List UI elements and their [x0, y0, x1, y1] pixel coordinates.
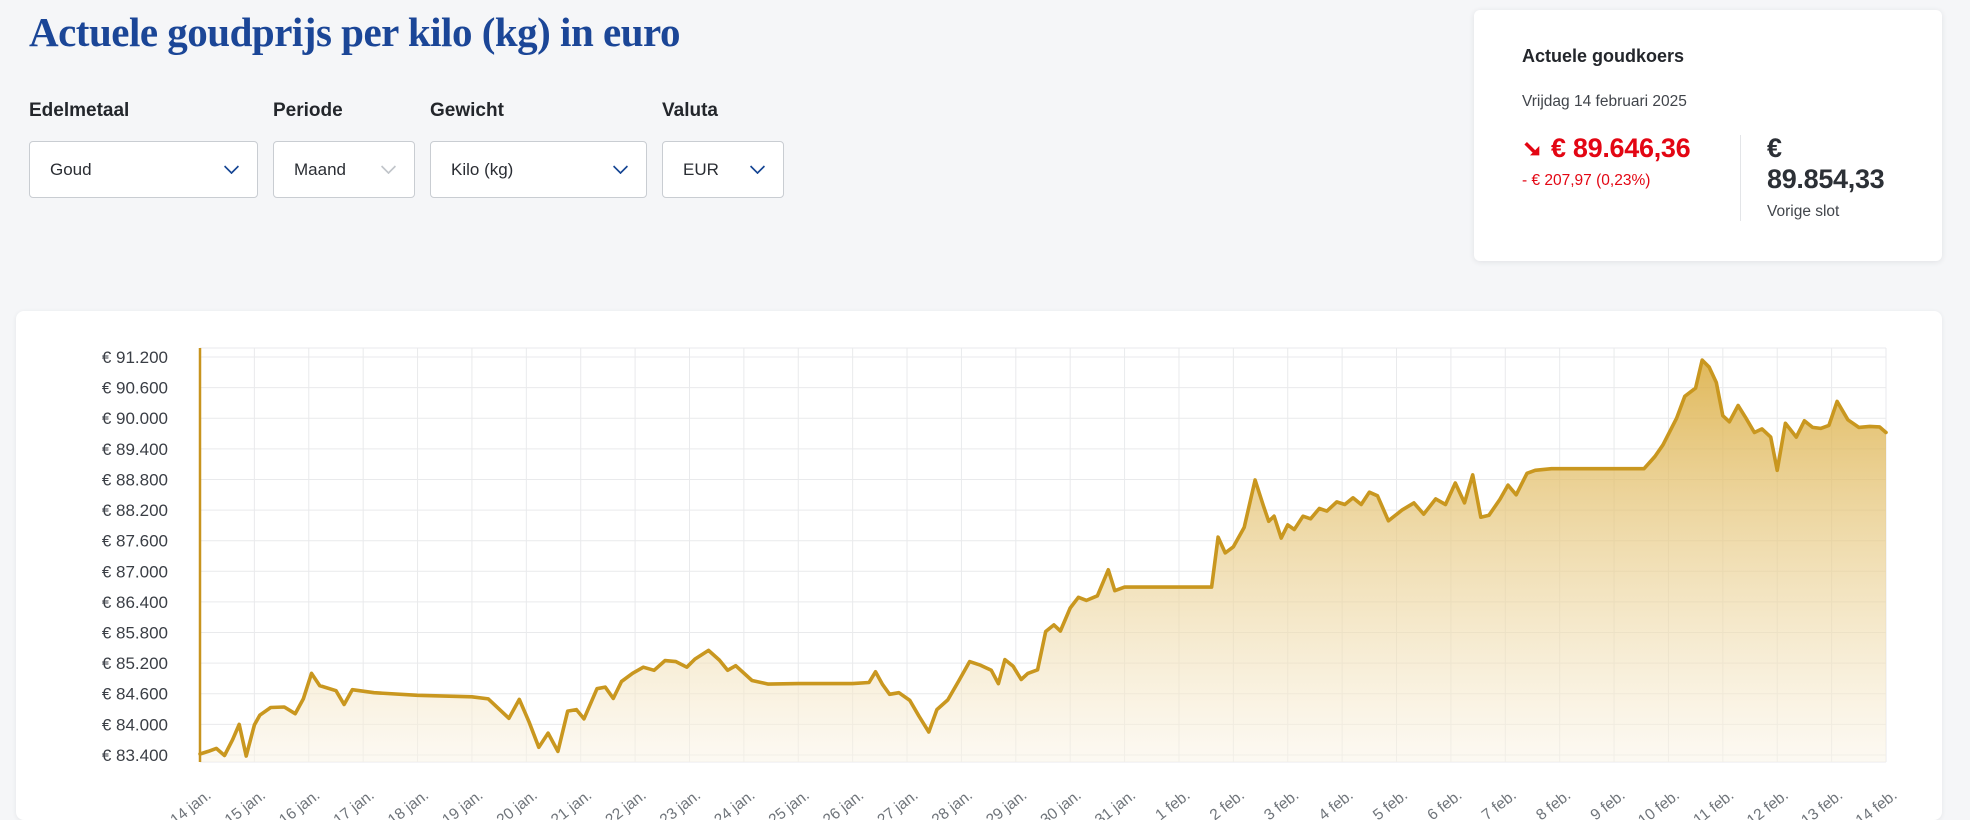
svg-text:22 jan.: 22 jan.	[602, 787, 649, 820]
filter-valuta: Valuta EUR	[662, 100, 784, 198]
current-price-block: € 89.646,36 - € 207,97 (0,23%)	[1522, 133, 1740, 221]
svg-text:21 jan.: 21 jan.	[548, 787, 595, 820]
svg-text:13 feb.: 13 feb.	[1798, 787, 1846, 820]
svg-text:14 feb.: 14 feb.	[1853, 787, 1901, 820]
gold-price-chart[interactable]: € 91.200 € 90.600 € 90.000 € 89.400 € 88.800…	[16, 311, 1942, 820]
divider	[1740, 135, 1741, 221]
valuta-value: EUR	[683, 159, 719, 179]
edelmetaal-select[interactable]: Goud	[29, 141, 258, 198]
valuta-select[interactable]: EUR	[662, 141, 784, 198]
edelmetaal-value: Goud	[50, 159, 92, 179]
svg-text:€ 89.400: € 89.400	[102, 440, 168, 459]
svg-text:26 jan.: 26 jan.	[820, 787, 867, 820]
x-axis-labels: 14 jan. 15 jan. 16 jan. 17 jan. 18 jan. 19 ja…	[167, 787, 1900, 820]
svg-text:1 feb.: 1 feb.	[1152, 787, 1193, 820]
svg-text:19 jan.: 19 jan.	[439, 787, 486, 820]
svg-text:11 feb.: 11 feb.	[1690, 787, 1737, 820]
svg-text:14 jan.: 14 jan.	[167, 787, 214, 820]
filter-periode: Periode Maand	[273, 100, 415, 198]
previous-price: € 89.854,33	[1766, 133, 1885, 194]
periode-value: Maand	[294, 159, 346, 179]
filter-bar: Edelmetaal Goud Periode Maand Gewicht Ki…	[29, 100, 784, 198]
filter-periode-label: Periode	[273, 100, 343, 121]
svg-text:€ 90.000: € 90.000	[102, 409, 168, 428]
filter-valuta-label: Valuta	[662, 100, 718, 121]
chart-canvas[interactable]: € 91.200 € 90.600 € 90.000 € 89.400 € 88.800…	[16, 311, 1942, 820]
svg-text:25 jan.: 25 jan.	[766, 787, 813, 820]
svg-text:24 jan.: 24 jan.	[711, 787, 758, 820]
svg-text:€ 90.600: € 90.600	[102, 379, 168, 398]
chevron-down-icon	[223, 158, 240, 175]
price-change: - € 207,97 (0,23%)	[1522, 172, 1651, 189]
filter-edelmetaal: Edelmetaal Goud	[29, 100, 258, 198]
y-axis-labels: € 91.200 € 90.600 € 90.000 € 89.400 € 88.800…	[102, 348, 168, 765]
svg-text:31 jan.: 31 jan.	[1092, 787, 1139, 820]
svg-text:€ 84.000: € 84.000	[102, 715, 168, 734]
svg-text:4 feb.: 4 feb.	[1316, 787, 1357, 820]
filter-edelmetaal-label: Edelmetaal	[29, 100, 130, 121]
quote-prices: € 89.646,36 - € 207,97 (0,23%) € 89.854,…	[1522, 133, 1902, 221]
gewicht-value: Kilo (kg)	[451, 159, 514, 179]
svg-text:€ 87.600: € 87.600	[102, 532, 168, 551]
filter-gewicht: Gewicht Kilo (kg)	[430, 100, 647, 198]
current-price: € 89.646,36	[1551, 133, 1691, 163]
svg-text:€ 86.400: € 86.400	[102, 593, 168, 612]
quote-card-title: Actuele goudkoers	[1522, 46, 1685, 66]
svg-text:30 jan.: 30 jan.	[1038, 787, 1085, 820]
svg-text:€ 87.000: € 87.000	[102, 562, 168, 581]
chevron-down-icon	[612, 158, 629, 175]
svg-text:20 jan.: 20 jan.	[494, 787, 541, 820]
svg-text:28 jan.: 28 jan.	[929, 787, 976, 820]
svg-text:3 feb.: 3 feb.	[1261, 787, 1302, 820]
svg-text:10 feb.: 10 feb.	[1635, 787, 1683, 820]
gewicht-select[interactable]: Kilo (kg)	[430, 141, 647, 198]
svg-text:16 jan.: 16 jan.	[276, 787, 323, 820]
quote-card: Actuele goudkoers Vrijdag 14 februari 20…	[1474, 10, 1942, 261]
svg-text:29 jan.: 29 jan.	[983, 787, 1030, 820]
svg-text:8 feb.: 8 feb.	[1533, 787, 1574, 820]
svg-text:€ 91.200: € 91.200	[102, 348, 168, 367]
series-area	[200, 360, 1886, 762]
svg-text:€ 88.200: € 88.200	[102, 501, 168, 520]
svg-text:€ 85.200: € 85.200	[102, 654, 168, 673]
chevron-down-icon	[380, 158, 397, 175]
series-line	[198, 358, 1888, 758]
svg-text:2 feb.: 2 feb.	[1207, 787, 1248, 820]
svg-text:27 jan.: 27 jan.	[874, 787, 921, 820]
svg-text:12 feb.: 12 feb.	[1744, 787, 1792, 820]
previous-price-block: € 89.854,33 Vorige slot	[1767, 133, 1902, 221]
svg-text:15 jan.: 15 jan.	[222, 787, 269, 820]
svg-text:9 feb.: 9 feb.	[1588, 787, 1629, 820]
svg-text:17 jan.: 17 jan.	[330, 787, 377, 820]
svg-text:€ 84.600: € 84.600	[102, 685, 168, 704]
periode-select[interactable]: Maand	[273, 141, 415, 198]
arrow-down-right-icon	[1524, 141, 1540, 156]
svg-text:€ 85.800: € 85.800	[102, 623, 168, 642]
page-title: Actuele goudprijs per kilo (kg) in euro	[29, 9, 680, 55]
chevron-down-icon	[749, 158, 766, 175]
svg-text:23 jan.: 23 jan.	[657, 787, 704, 820]
filter-gewicht-label: Gewicht	[430, 100, 504, 121]
svg-text:5 feb.: 5 feb.	[1370, 787, 1411, 820]
svg-text:€ 88.800: € 88.800	[102, 470, 168, 489]
previous-price-label: Vorige slot	[1766, 203, 1840, 220]
svg-text:6 feb.: 6 feb.	[1424, 787, 1465, 820]
svg-text:7 feb.: 7 feb.	[1479, 787, 1520, 820]
svg-text:18 jan.: 18 jan.	[385, 787, 432, 820]
svg-text:€ 83.400: € 83.400	[102, 746, 168, 765]
quote-date: Vrijdag 14 februari 2025	[1522, 93, 1687, 110]
